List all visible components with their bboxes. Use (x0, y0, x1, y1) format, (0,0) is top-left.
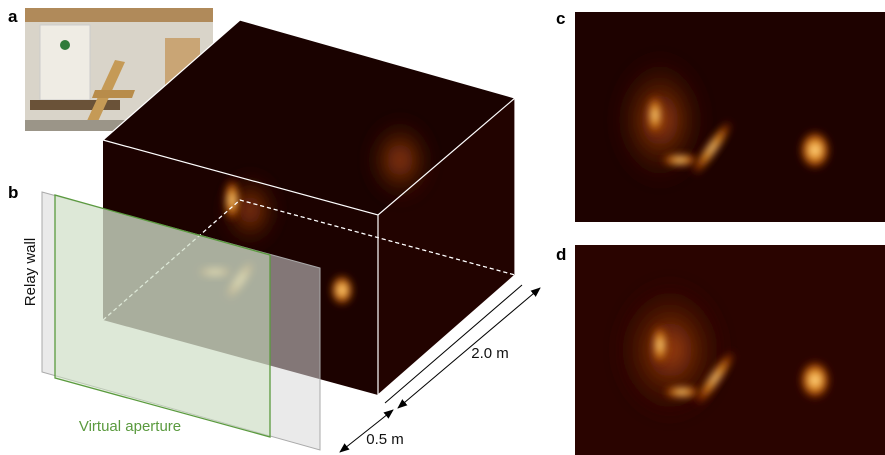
dimension-label: 2.0 m (471, 345, 509, 362)
panel-label: c (556, 9, 565, 28)
panel-label: d (556, 245, 566, 264)
panel-c (575, 12, 885, 222)
panel-d (575, 245, 885, 455)
dimension-label: 0.5 m (366, 431, 404, 448)
glow (224, 178, 240, 222)
glow (330, 274, 354, 306)
figure: a b c d Relay wall Virtual aperture 2.0 … (0, 0, 885, 455)
relay-wall-label: Relay wall (22, 238, 39, 306)
glow (365, 115, 435, 205)
panel-label: b (8, 183, 18, 202)
panel-label: a (8, 7, 18, 26)
aperture-label: Virtual aperture (79, 418, 181, 435)
